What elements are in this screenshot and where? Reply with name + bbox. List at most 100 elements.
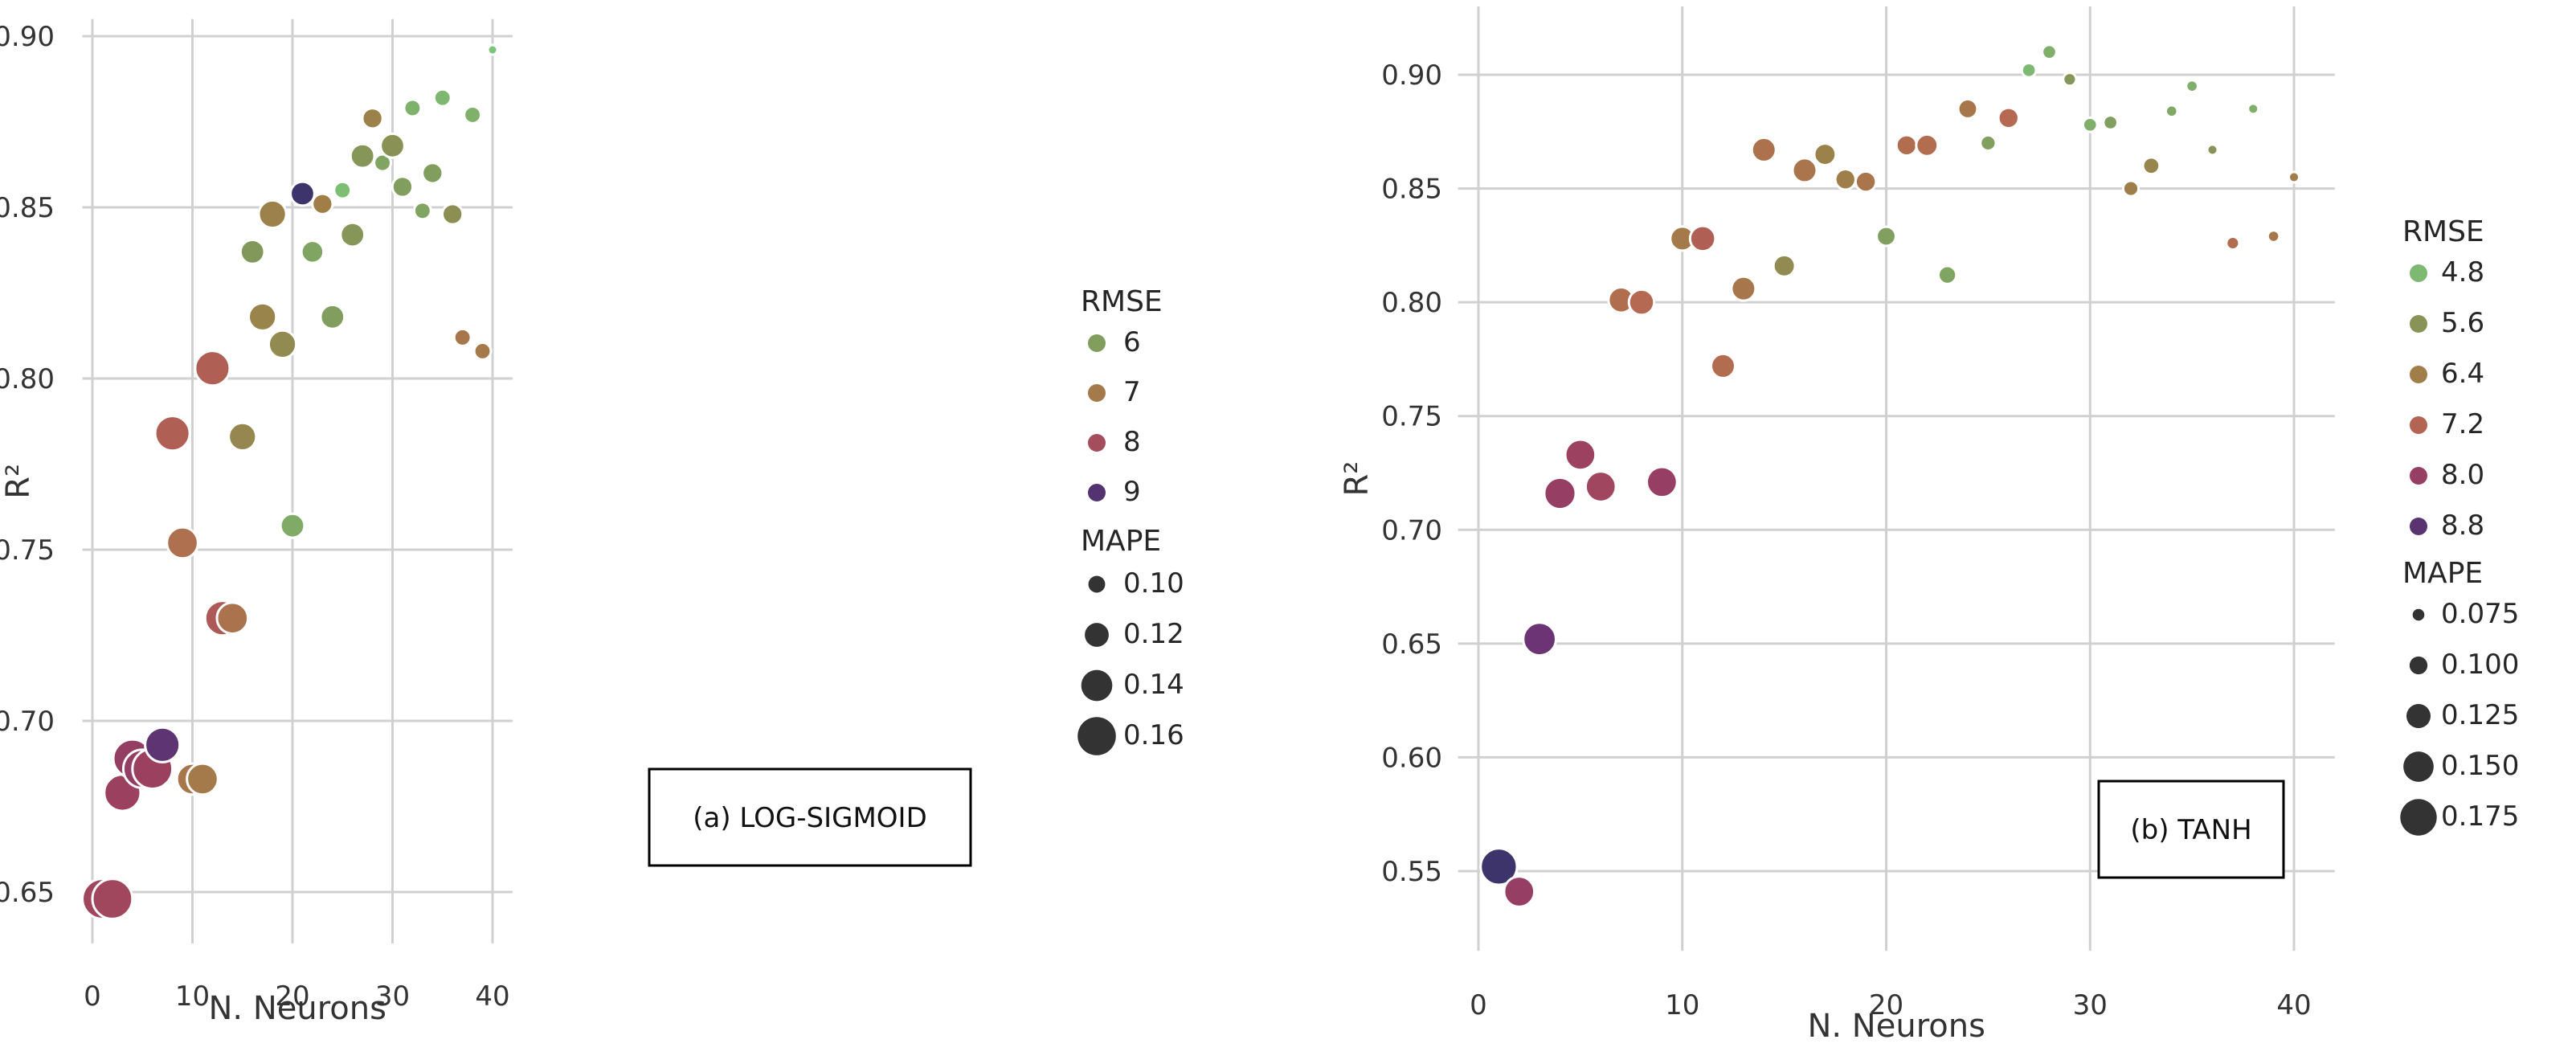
data-point (421, 162, 444, 185)
data-point (463, 105, 483, 125)
y-tick-label: 0.80 (1381, 287, 1442, 319)
legend-rmse-label: 7 (1123, 376, 1141, 408)
data-point (144, 726, 182, 763)
data-point (2062, 72, 2078, 88)
legend-mape-title: MAPE (1081, 525, 1161, 558)
data-point (2121, 179, 2141, 198)
data-point (2020, 61, 2038, 79)
legend-rmse-marker (1088, 484, 1106, 501)
data-point (247, 301, 278, 332)
data-point (1543, 476, 1577, 511)
legend-mape-marker (2400, 799, 2437, 836)
data-point (166, 526, 199, 560)
scatter-points (81, 43, 499, 920)
y-axis-label: R² (0, 464, 37, 499)
legend: RMSE 4.8 5.6 6.4 7.2 8.0 8.8 MAPE 0.075 0.100 0.12… (2400, 215, 2519, 836)
legend-mape-marker (1077, 717, 1116, 755)
data-point (1627, 288, 1656, 317)
data-point (472, 341, 493, 361)
legend-rmse-marker (2410, 416, 2427, 434)
data-point (1688, 224, 1717, 253)
legend-mape-marker (1081, 669, 1113, 702)
data-point (1957, 98, 1979, 120)
legend-mape-label: 0.12 (1123, 618, 1184, 650)
x-tick-label: 40 (475, 980, 509, 1013)
data-point (300, 239, 325, 264)
data-point (2247, 102, 2260, 116)
data-point (2206, 143, 2219, 157)
data-point (257, 198, 288, 230)
data-point (311, 192, 334, 215)
x-tick-label: 10 (1665, 989, 1699, 1021)
data-point (349, 142, 376, 170)
data-point (486, 43, 499, 56)
y-tick-label: 0.70 (1381, 514, 1442, 546)
data-point (2266, 229, 2281, 244)
legend-rmse-label: 7.2 (2441, 408, 2484, 440)
y-tick-label: 0.85 (0, 192, 55, 224)
x-tick-label: 10 (175, 980, 210, 1013)
data-point (1503, 875, 1536, 908)
legend-rmse-marker (1088, 434, 1106, 452)
data-point (1564, 438, 1597, 472)
data-point (215, 601, 250, 636)
data-point (194, 350, 231, 387)
data-point (1979, 133, 1997, 153)
data-point (1584, 470, 1617, 503)
legend-mape-label: 0.075 (2441, 598, 2519, 630)
data-point (1813, 142, 1838, 167)
data-point (1772, 253, 1797, 278)
data-point (1479, 847, 1519, 886)
legend-rmse-label: 8.0 (2441, 459, 2484, 491)
data-point (333, 180, 353, 200)
legend-rmse-label: 8 (1123, 426, 1141, 458)
data-point (403, 98, 423, 118)
data-point (1854, 170, 1878, 194)
data-point (289, 180, 316, 207)
data-point (412, 201, 432, 221)
data-point (186, 762, 219, 796)
y-tick-label: 0.85 (1381, 174, 1442, 206)
data-point (1834, 168, 1857, 191)
y-tick-label: 0.55 (1381, 856, 1442, 888)
legend-mape-label: 0.125 (2441, 699, 2519, 731)
data-point (379, 132, 406, 159)
data-point (2185, 79, 2199, 93)
scatter-points (1479, 43, 2301, 908)
x-tick-label: 0 (84, 980, 101, 1013)
legend-rmse-marker (1088, 384, 1106, 402)
x-tick-label: 40 (2276, 989, 2311, 1021)
y-tick-label: 0.65 (1381, 628, 1442, 661)
legend-mape-label: 0.10 (1123, 567, 1184, 600)
data-point (2102, 114, 2119, 131)
x-tick-label: 30 (375, 980, 410, 1013)
data-point (1710, 352, 1736, 379)
data-point (2164, 104, 2179, 119)
data-point (1522, 621, 1558, 657)
chart-panel-a: 0 10 20 30 40 0.65 0.70 0.75 0.80 0.85 0.90 N. Neur… (0, 18, 1184, 1027)
data-point (319, 303, 346, 330)
data-point (227, 421, 258, 452)
legend-rmse-marker (2410, 518, 2427, 535)
x-tick-label: 20 (275, 980, 309, 1013)
x-tick-label: 30 (2073, 989, 2108, 1021)
legend-mape-marker (1085, 623, 1109, 647)
y-tick-label: 0.75 (0, 534, 55, 567)
data-point (1895, 133, 1919, 157)
data-point (279, 512, 306, 539)
annotation-label: (b) TANH (2130, 814, 2251, 846)
data-point (1750, 136, 1777, 163)
data-point (432, 88, 452, 108)
legend-mape-label: 0.14 (1123, 669, 1184, 701)
data-point (1646, 465, 1678, 499)
data-point (1936, 264, 1958, 285)
legend-mape-label: 0.175 (2441, 800, 2519, 833)
legend-mape-marker (2403, 751, 2434, 782)
data-point (339, 221, 366, 248)
data-point (2287, 170, 2301, 184)
data-point (91, 878, 134, 920)
legend-mape-label: 0.100 (2441, 649, 2519, 681)
legend: RMSE 6 7 8 9 MAPE 0.10 0.12 0.14 0.16 (1077, 285, 1184, 755)
legend-rmse-marker (2410, 264, 2427, 282)
x-tick-label: 0 (1470, 989, 1487, 1021)
